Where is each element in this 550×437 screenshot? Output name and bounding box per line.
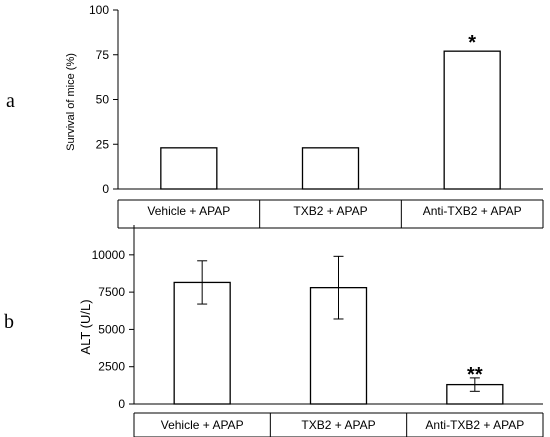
category-label: Anti-TXB2 + APAP <box>423 204 522 218</box>
alt-chart: ALT (U/L) 0 2500 5000 7500 10000 Vehicle + AP… <box>78 225 544 437</box>
bar <box>443 50 501 190</box>
y-tick-label: 50 <box>96 93 110 107</box>
y-tick-label: 5000 <box>98 322 125 336</box>
y-tick-label: 25 <box>96 137 110 151</box>
y-tick-label: 10000 <box>92 248 126 262</box>
significance-marker: ** <box>467 364 483 386</box>
y-tick-label: 2500 <box>98 360 125 374</box>
panel-label-b: b <box>4 311 14 333</box>
category-label: TXB2 + APAP <box>293 204 367 218</box>
panel-label-a: a <box>6 90 15 112</box>
category-label: Vehicle + APAP <box>147 204 230 218</box>
bar <box>301 147 360 190</box>
y-axis-label: ALT (U/L) <box>78 299 93 354</box>
bar <box>160 147 218 190</box>
category-label: TXB2 + APAP <box>301 418 375 432</box>
category-label: Vehicle + APAP <box>161 418 244 432</box>
y-tick-label: 7500 <box>98 285 125 299</box>
y-axis-label: Survival of mice (%) <box>65 53 77 151</box>
y-tick-label: 0 <box>102 182 109 196</box>
y-tick-label: 75 <box>96 48 110 62</box>
survival-chart: Survival of mice (%) 0 25 50 75 100 Vehicle +… <box>65 3 544 229</box>
y-tick-label: 0 <box>118 397 125 411</box>
y-tick-label: 100 <box>89 3 109 17</box>
category-label: Anti-TXB2 + APAP <box>425 418 524 432</box>
significance-marker: * <box>468 32 476 54</box>
